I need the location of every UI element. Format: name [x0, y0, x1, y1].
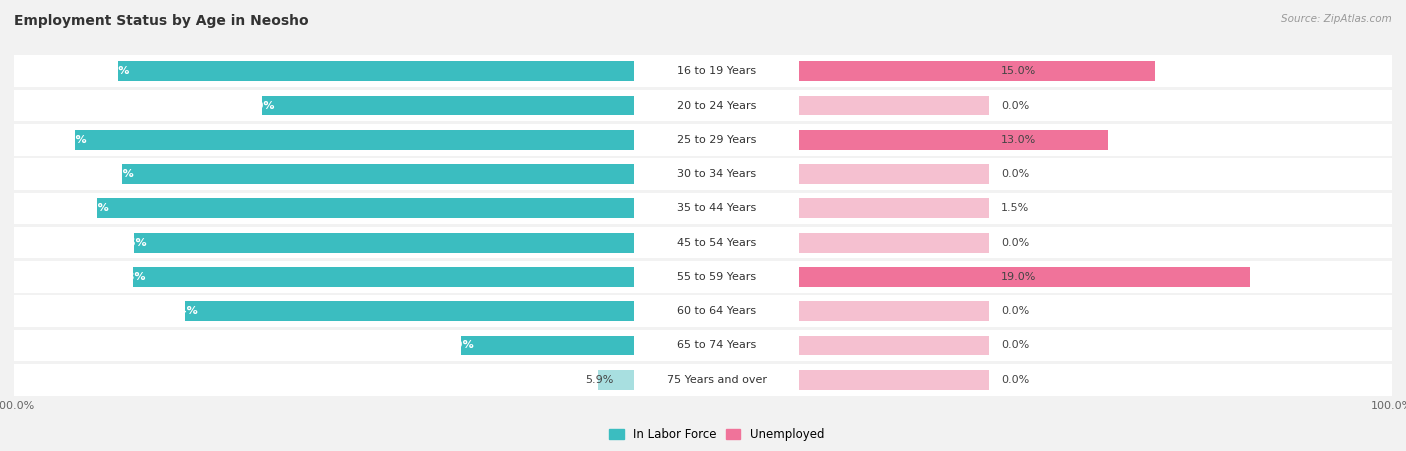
Bar	[262, 96, 634, 115]
Text: 16 to 19 Years: 16 to 19 Years	[678, 66, 756, 76]
Bar	[135, 233, 634, 253]
Text: 65 to 74 Years: 65 to 74 Years	[678, 341, 756, 350]
Bar	[134, 267, 634, 287]
FancyBboxPatch shape	[14, 55, 634, 87]
FancyBboxPatch shape	[800, 124, 1392, 156]
Text: 0.0%: 0.0%	[1001, 341, 1029, 350]
FancyBboxPatch shape	[800, 261, 1392, 293]
FancyBboxPatch shape	[634, 55, 800, 87]
FancyBboxPatch shape	[634, 227, 800, 258]
Bar	[800, 370, 988, 390]
Text: 27.9%: 27.9%	[434, 341, 474, 350]
FancyBboxPatch shape	[800, 90, 1392, 121]
Text: 0.0%: 0.0%	[1001, 169, 1029, 179]
FancyBboxPatch shape	[634, 295, 800, 327]
Text: 30 to 34 Years: 30 to 34 Years	[678, 169, 756, 179]
Text: 0.0%: 0.0%	[1001, 238, 1029, 248]
FancyBboxPatch shape	[634, 193, 800, 224]
Text: 60.0%: 60.0%	[236, 101, 274, 110]
Bar	[800, 164, 988, 184]
Bar	[800, 267, 988, 287]
Text: 20 to 24 Years: 20 to 24 Years	[678, 101, 756, 110]
Text: 75 Years and over: 75 Years and over	[666, 375, 766, 385]
Text: 82.6%: 82.6%	[96, 169, 135, 179]
Text: 83.3%: 83.3%	[91, 66, 129, 76]
FancyBboxPatch shape	[800, 158, 1392, 190]
FancyBboxPatch shape	[14, 330, 634, 361]
Text: 13.0%: 13.0%	[1001, 135, 1036, 145]
Text: 19.0%: 19.0%	[1001, 272, 1036, 282]
Text: 5.9%: 5.9%	[585, 375, 613, 385]
FancyBboxPatch shape	[14, 227, 634, 258]
Text: 80.8%: 80.8%	[107, 272, 145, 282]
Text: 15.0%: 15.0%	[1001, 66, 1036, 76]
Text: Employment Status by Age in Neosho: Employment Status by Age in Neosho	[14, 14, 309, 28]
Bar	[800, 301, 988, 321]
Bar	[800, 130, 988, 150]
FancyBboxPatch shape	[800, 364, 1392, 396]
Text: 0.0%: 0.0%	[1001, 375, 1029, 385]
Bar	[461, 336, 634, 355]
FancyBboxPatch shape	[14, 261, 634, 293]
FancyBboxPatch shape	[800, 55, 1392, 87]
Text: 80.6%: 80.6%	[108, 238, 146, 248]
Bar	[800, 61, 988, 81]
Bar	[800, 198, 835, 218]
Bar	[800, 267, 1250, 287]
Text: 86.7%: 86.7%	[70, 203, 108, 213]
Text: 0.0%: 0.0%	[1001, 306, 1029, 316]
Bar	[800, 61, 1154, 81]
Bar	[186, 301, 634, 321]
FancyBboxPatch shape	[634, 158, 800, 190]
Bar	[75, 130, 634, 150]
Legend: In Labor Force, Unemployed: In Labor Force, Unemployed	[605, 423, 828, 446]
FancyBboxPatch shape	[14, 90, 634, 121]
Text: 0.0%: 0.0%	[1001, 101, 1029, 110]
Bar	[800, 233, 988, 253]
Text: Source: ZipAtlas.com: Source: ZipAtlas.com	[1281, 14, 1392, 23]
Text: 55 to 59 Years: 55 to 59 Years	[678, 272, 756, 282]
Bar	[118, 61, 634, 81]
FancyBboxPatch shape	[800, 295, 1392, 327]
FancyBboxPatch shape	[14, 124, 634, 156]
FancyBboxPatch shape	[634, 364, 800, 396]
FancyBboxPatch shape	[634, 261, 800, 293]
FancyBboxPatch shape	[634, 330, 800, 361]
FancyBboxPatch shape	[634, 124, 800, 156]
FancyBboxPatch shape	[800, 330, 1392, 361]
Text: 35 to 44 Years: 35 to 44 Years	[678, 203, 756, 213]
Text: 45 to 54 Years: 45 to 54 Years	[678, 238, 756, 248]
FancyBboxPatch shape	[14, 364, 634, 396]
Bar	[800, 130, 1108, 150]
Bar	[800, 336, 988, 355]
FancyBboxPatch shape	[800, 227, 1392, 258]
FancyBboxPatch shape	[634, 90, 800, 121]
Bar	[97, 198, 634, 218]
Text: 25 to 29 Years: 25 to 29 Years	[678, 135, 756, 145]
FancyBboxPatch shape	[800, 193, 1392, 224]
Text: 90.2%: 90.2%	[49, 135, 87, 145]
FancyBboxPatch shape	[14, 295, 634, 327]
Text: 1.5%: 1.5%	[1001, 203, 1029, 213]
Text: 72.4%: 72.4%	[159, 306, 198, 316]
Bar	[800, 96, 988, 115]
Bar	[122, 164, 634, 184]
Bar	[598, 370, 634, 390]
Text: 60 to 64 Years: 60 to 64 Years	[678, 306, 756, 316]
FancyBboxPatch shape	[14, 193, 634, 224]
FancyBboxPatch shape	[14, 158, 634, 190]
Bar	[800, 198, 988, 218]
